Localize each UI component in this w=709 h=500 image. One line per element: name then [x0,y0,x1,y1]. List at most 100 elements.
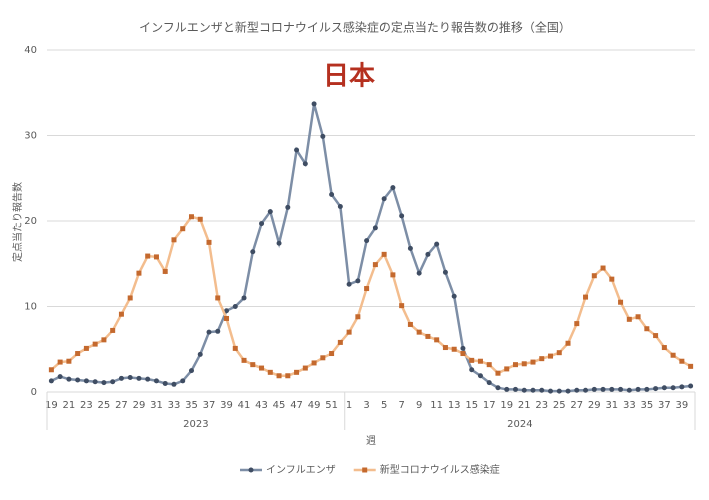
data-point [57,359,63,365]
data-point [215,328,221,334]
x-tick-label: 7 [398,400,404,411]
x-tick-label: 27 [115,400,128,411]
data-point [241,357,247,363]
data-point [162,268,168,274]
data-point [101,337,107,343]
data-point [136,270,142,276]
data-point [530,387,536,393]
data-point [355,314,361,320]
y-tick-label: 10 [24,302,37,313]
x-tick-label: 19 [500,400,513,411]
data-point [635,314,641,320]
data-point [688,383,694,389]
data-point [644,386,650,392]
data-point [521,361,527,367]
data-point [57,374,63,380]
x-tick-label: 33 [623,400,636,411]
data-point [355,278,361,284]
y-tick-label: 0 [31,387,37,398]
data-point [477,358,483,364]
x-tick-label: 29 [133,400,146,411]
legend-marker [362,467,368,473]
data-point [407,245,413,251]
data-point [442,269,448,275]
x-tick-label: 25 [553,400,566,411]
data-point [188,368,194,374]
data-point [425,251,431,257]
data-point [530,359,536,365]
data-point [364,238,370,244]
data-point [180,378,186,384]
data-point [548,353,554,359]
data-point [346,329,352,335]
x-tick-label: 49 [308,400,321,411]
x-tick-label: 3 [363,400,369,411]
data-point [320,133,326,139]
x-tick-label: 43 [255,400,268,411]
data-point [591,273,597,279]
data-point [626,387,632,393]
data-point [548,388,554,394]
data-point [583,387,589,393]
data-point [486,380,492,386]
data-point [477,373,483,379]
data-point [574,321,580,327]
data-point [276,373,282,379]
data-point [276,240,282,246]
data-point [504,386,510,392]
data-point [512,362,518,368]
x-tick-label: 15 [465,400,478,411]
x-tick-label: 23 [535,400,548,411]
y-tick-label: 40 [24,45,37,56]
data-point [180,226,186,232]
x-tick-label: 37 [658,400,671,411]
data-point [670,352,676,358]
data-point [83,345,89,351]
data-point [83,378,89,384]
y-axis-title: 定点当たり報告数 [11,182,24,262]
data-point [565,340,571,346]
data-point [215,295,221,301]
data-point [241,295,247,301]
data-point [320,355,326,361]
data-point [197,351,203,357]
data-point [136,375,142,381]
data-point [688,363,694,369]
data-point [259,365,265,371]
data-point [460,345,466,351]
data-point [294,369,300,375]
x-tick-label: 11 [430,400,443,411]
data-point [329,351,335,357]
data-point [434,337,440,343]
data-point [626,316,632,322]
data-point [232,345,238,351]
data-point [171,237,177,243]
data-point [504,366,510,372]
data-point [451,346,457,352]
data-point [110,379,116,385]
series-line [50,215,692,378]
data-point [232,304,238,309]
data-point [302,365,308,371]
chart-title: インフルエンザと新型コロナウイルス感染症の定点当たり報告数の推移（全国） [139,20,571,35]
data-point [267,369,273,375]
x-tick-label: 39 [220,400,233,411]
data-point [92,341,98,347]
series-line [50,103,691,393]
data-point [259,221,265,227]
data-point [145,253,151,259]
data-point [127,295,133,301]
data-point [171,381,177,387]
y-tick-label: 20 [24,216,37,227]
data-point [679,358,685,364]
data-point [425,333,431,339]
data-point [66,358,72,364]
data-point [442,345,448,351]
data-point [250,249,256,255]
data-point [224,308,230,314]
data-point [372,225,378,231]
data-point [399,303,405,309]
legend-label: インフルエンザ [266,464,336,476]
data-point [600,265,606,271]
